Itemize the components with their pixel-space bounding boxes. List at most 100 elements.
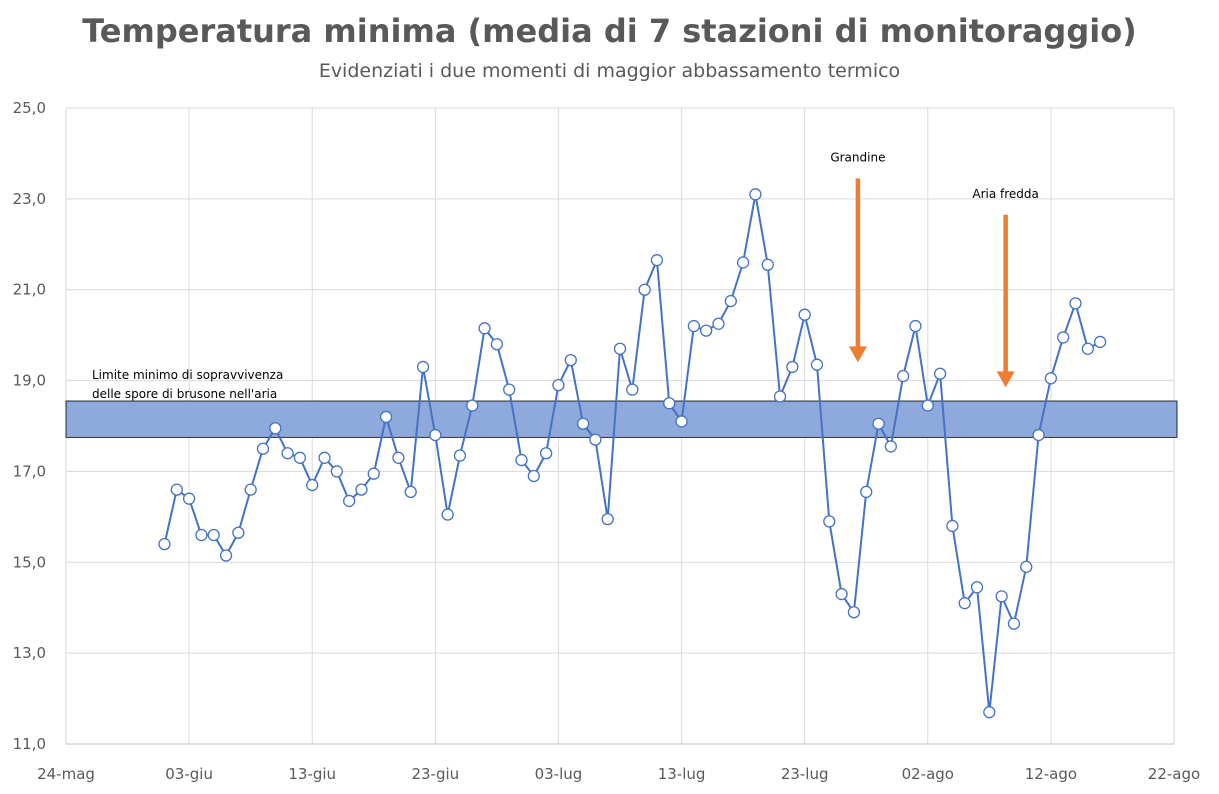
- y-tick-label: 11,0: [13, 735, 46, 753]
- data-point: [392, 451, 405, 464]
- data-point: [490, 338, 504, 351]
- data-point: [503, 383, 516, 396]
- data-point: [379, 410, 393, 424]
- x-tick-label: 03-giu: [165, 765, 213, 783]
- annotation-label: Grandine: [830, 150, 885, 164]
- y-tick-label: 21,0: [13, 281, 46, 299]
- y-tick-label: 17,0: [13, 462, 46, 480]
- data-point: [835, 587, 848, 601]
- band-label-line1: Limite minimo di sopravvivenza: [92, 368, 283, 382]
- x-tick-label: 03-lug: [535, 765, 583, 783]
- data-point: [515, 453, 528, 467]
- annotation-label: Aria fredda: [972, 187, 1039, 201]
- threshold-band: [65, 400, 1178, 438]
- data-point: [847, 606, 861, 619]
- data-point: [933, 367, 947, 380]
- data-point: [601, 512, 614, 526]
- data-point: [687, 319, 701, 333]
- chart-subtitle: Evidenziati i due momenti di maggior abb…: [318, 60, 901, 82]
- data-point: [207, 528, 220, 542]
- series-temperatura-minima: [158, 188, 1107, 719]
- data-point: [736, 256, 750, 269]
- band-label-line2: delle spore di brusone nell'aria: [92, 387, 277, 401]
- data-point: [367, 467, 380, 480]
- x-tick-label: 02-ago: [902, 765, 954, 783]
- x-tick-label: 23-lug: [781, 765, 829, 783]
- data-point: [810, 358, 824, 371]
- data-point: [343, 494, 356, 508]
- annotation-arrowhead: [848, 346, 867, 363]
- tick-labels: 11,0 13,0 15,0 17,0 19,0 21,0 23,0 25,0 24-mag 03…: [13, 99, 1201, 783]
- data-point: [589, 433, 602, 446]
- data-point: [897, 369, 910, 383]
- data-point: [1044, 372, 1058, 385]
- data-point: [552, 378, 565, 392]
- data-point: [293, 451, 307, 464]
- data-point: [946, 519, 959, 533]
- data-point: [1020, 560, 1033, 573]
- annotation-arrowhead: [996, 371, 1015, 388]
- data-point: [527, 469, 540, 483]
- data-point: [1007, 617, 1021, 630]
- data-point: [158, 537, 171, 551]
- data-point: [219, 549, 233, 562]
- data-point: [330, 465, 343, 478]
- data-point: [700, 324, 713, 337]
- y-tick-label: 19,0: [13, 372, 46, 390]
- data-point: [909, 319, 922, 333]
- data-point: [318, 451, 331, 464]
- data-point: [638, 283, 651, 296]
- data-point: [983, 706, 996, 719]
- data-point: [872, 417, 885, 430]
- data-point: [416, 360, 430, 374]
- data-point: [441, 508, 454, 521]
- x-tick-label: 24-mag: [37, 765, 95, 783]
- x-tick-label: 23-giu: [411, 765, 459, 783]
- data-point: [576, 417, 590, 430]
- data-point: [712, 317, 725, 330]
- data-point: [860, 485, 873, 499]
- data-point: [195, 528, 208, 542]
- data-point: [1081, 342, 1094, 355]
- y-tick-label: 15,0: [13, 553, 46, 571]
- gridlines: [65, 107, 1175, 744]
- y-tick-label: 25,0: [13, 99, 46, 117]
- data-point: [773, 390, 787, 403]
- data-point: [404, 485, 417, 499]
- x-tick-label: 12-ago: [1025, 765, 1077, 783]
- data-point: [921, 399, 934, 412]
- data-point: [306, 478, 319, 492]
- data-point: [1057, 331, 1070, 344]
- data-point: [786, 360, 799, 374]
- data-point: [675, 415, 688, 428]
- data-point: [663, 397, 676, 410]
- x-tick-label: 13-lug: [658, 765, 706, 783]
- data-point: [1093, 335, 1107, 349]
- y-tick-label: 13,0: [13, 644, 46, 662]
- data-point: [244, 483, 257, 496]
- data-point: [232, 526, 245, 539]
- data-point: [823, 515, 836, 528]
- x-tick-label: 13-giu: [288, 765, 336, 783]
- data-point: [650, 254, 664, 267]
- y-tick-label: 23,0: [13, 190, 46, 208]
- data-point: [269, 422, 282, 435]
- data-point: [761, 258, 774, 271]
- data-point: [539, 447, 553, 460]
- data-point: [613, 342, 627, 355]
- data-point: [182, 492, 196, 505]
- data-point: [429, 428, 442, 442]
- data-point: [170, 483, 183, 496]
- data-point: [749, 188, 762, 201]
- data-point: [453, 449, 467, 462]
- chart-title: Temperatura minima (media di 7 stazioni …: [82, 12, 1137, 50]
- data-point: [724, 294, 737, 308]
- data-point: [995, 590, 1008, 603]
- data-point: [798, 308, 811, 321]
- data-point: [466, 399, 479, 412]
- data-point: [1069, 297, 1082, 310]
- data-point: [281, 447, 294, 460]
- data-point: [355, 483, 368, 496]
- data-point: [626, 383, 639, 396]
